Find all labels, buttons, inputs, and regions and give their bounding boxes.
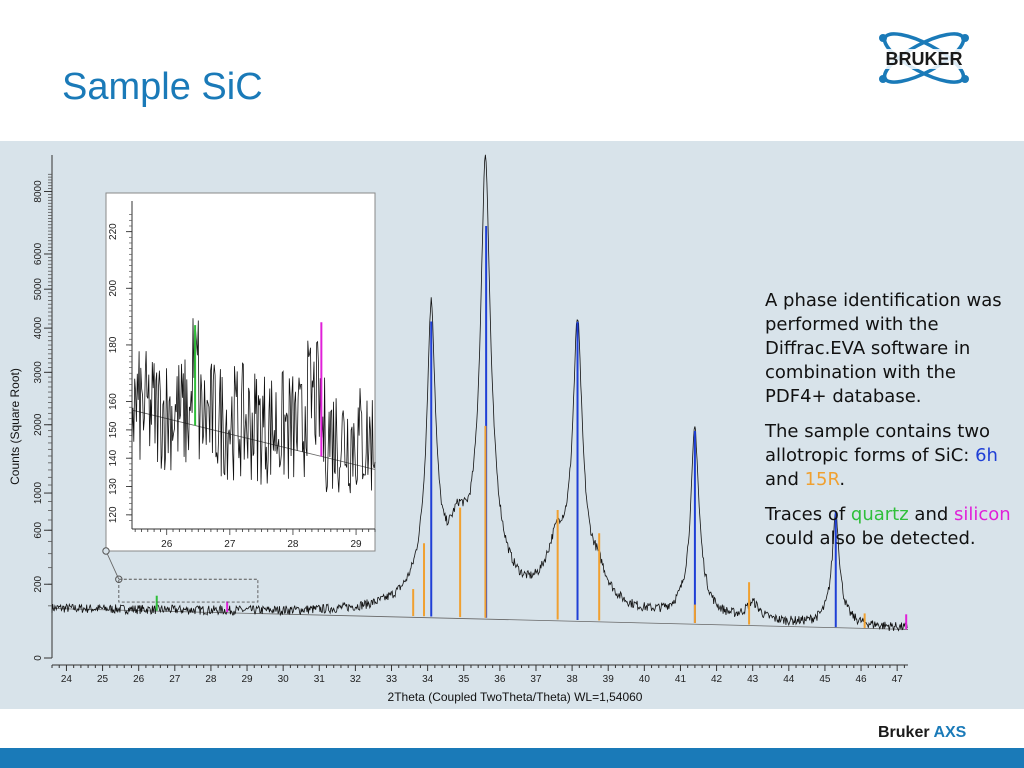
x-tick-label: 31 [314, 674, 326, 685]
x-tick-label: 34 [422, 674, 434, 685]
description-paragraph-1: A phase identification was performed wit… [765, 290, 1002, 407]
zoom-anchor [115, 575, 123, 583]
x-tick-label: 26 [133, 674, 145, 685]
phase-6h-label: 6h [975, 445, 998, 466]
xrd-chart: 24 25 26 27 28 29 30 31 32 33 34 35 36 37 38 39 40 41 42 43… [8, 154, 909, 704]
description-paragraph-3: Traces of quartz and silicon could also … [765, 503, 1015, 551]
inset-y-tick-label: 130 [108, 478, 119, 495]
zoom-box [118, 578, 259, 603]
x-tick-label: 32 [350, 674, 362, 685]
p2-and: and [765, 469, 805, 490]
phase-quartz-label: quartz [850, 504, 909, 525]
x-tick-label: 33 [386, 674, 398, 685]
page-title: Sample SiC [62, 66, 263, 108]
inset-plot: 26 27 28 29 120 130 140 150 160 180 200 220 [102, 192, 376, 580]
x-tick-label: 46 [855, 674, 867, 685]
p3-prefix: Traces of [765, 504, 851, 525]
description-paragraph-2: The sample contains two allotropic forms… [765, 420, 1015, 492]
inset-y-tick-label: 180 [108, 336, 119, 353]
inset-y-tick-label: 140 [108, 449, 119, 466]
x-tick-label: 36 [494, 674, 506, 685]
inset-y-tick-label: 120 [108, 506, 119, 523]
inset-connector [105, 550, 120, 580]
bottom-bar [0, 748, 1024, 768]
inset-frame [105, 192, 376, 552]
inset-y-tick-label: 220 [108, 223, 119, 240]
x-tick-label: 28 [205, 674, 217, 685]
x-tick-label: 47 [892, 674, 904, 685]
y-tick-label: 6000 [33, 242, 44, 265]
footer-brand-product: AXS [933, 724, 967, 741]
y-tick-label: 2000 [33, 413, 44, 436]
p3-suffix: could also be detected. [765, 528, 976, 549]
description-text: A phase identification was performed wit… [765, 289, 1015, 562]
p2-suffix: . [839, 469, 846, 490]
x-tick-label: 41 [675, 674, 687, 685]
x-tick-label: 30 [278, 674, 290, 685]
inset-y-tick-label: 160 [108, 393, 119, 410]
y-axis-title: Counts (Square Root) [8, 368, 22, 485]
x-tick-label: 40 [639, 674, 651, 685]
x-tick-label: 44 [783, 674, 795, 685]
p2-prefix: The sample contains two allotropic forms… [765, 421, 991, 466]
y-tick-label: 1000 [33, 482, 44, 505]
inset-x-tick-label: 29 [351, 539, 363, 550]
x-tick-label: 27 [169, 674, 181, 685]
footer-brand: Bruker AXS [878, 724, 966, 742]
x-tick-label: 35 [458, 674, 470, 685]
inset-x-tick-label: 26 [161, 539, 173, 550]
content-panel: 24 25 26 27 28 29 30 31 32 33 34 35 36 37 38 39 40 41 42 43… [0, 141, 1024, 709]
y-tick-label: 600 [33, 521, 44, 538]
main-plot: 24 25 26 27 28 29 30 31 32 33 34 35 36 37 38 39 40 41 42 43… [8, 154, 909, 704]
inset-diffraction-pattern [131, 318, 376, 494]
x-tick-label: 29 [241, 674, 253, 685]
phase-silicon-label: silicon [954, 504, 1011, 525]
logo-wordmark: BRUKER [885, 49, 962, 69]
p3-and: and [908, 504, 955, 525]
bruker-logo: BRUKER [874, 32, 974, 84]
x-tick-label: 42 [711, 674, 723, 685]
phase-15r-label: 15R [804, 469, 840, 490]
inset-x-tick-label: 27 [224, 539, 236, 550]
y-tick-label: 0 [33, 655, 44, 661]
inset-anchor [102, 547, 110, 555]
diffraction-pattern [51, 154, 908, 632]
x-tick-label: 43 [747, 674, 759, 685]
x-tick-label: 45 [819, 674, 831, 685]
inset-y-tick-label: 200 [108, 280, 119, 297]
x-tick-label: 25 [97, 674, 109, 685]
y-tick-label: 4000 [33, 317, 44, 340]
y-tick-label: 200 [33, 575, 44, 592]
x-tick-label: 39 [603, 674, 615, 685]
x-tick-label: 24 [61, 674, 73, 685]
y-tick-label: 3000 [33, 361, 44, 384]
inset-y-tick-label: 150 [108, 421, 119, 438]
x-tick-label: 37 [530, 674, 542, 685]
x-axis-title: 2Theta (Coupled TwoTheta/Theta) WL=1,540… [388, 690, 643, 704]
x-tick-label: 38 [567, 674, 579, 685]
y-tick-label: 5000 [33, 278, 44, 301]
footer-brand-name: Bruker [878, 724, 930, 741]
inset-x-tick-label: 28 [287, 539, 299, 550]
y-tick-label: 8000 [33, 180, 44, 203]
